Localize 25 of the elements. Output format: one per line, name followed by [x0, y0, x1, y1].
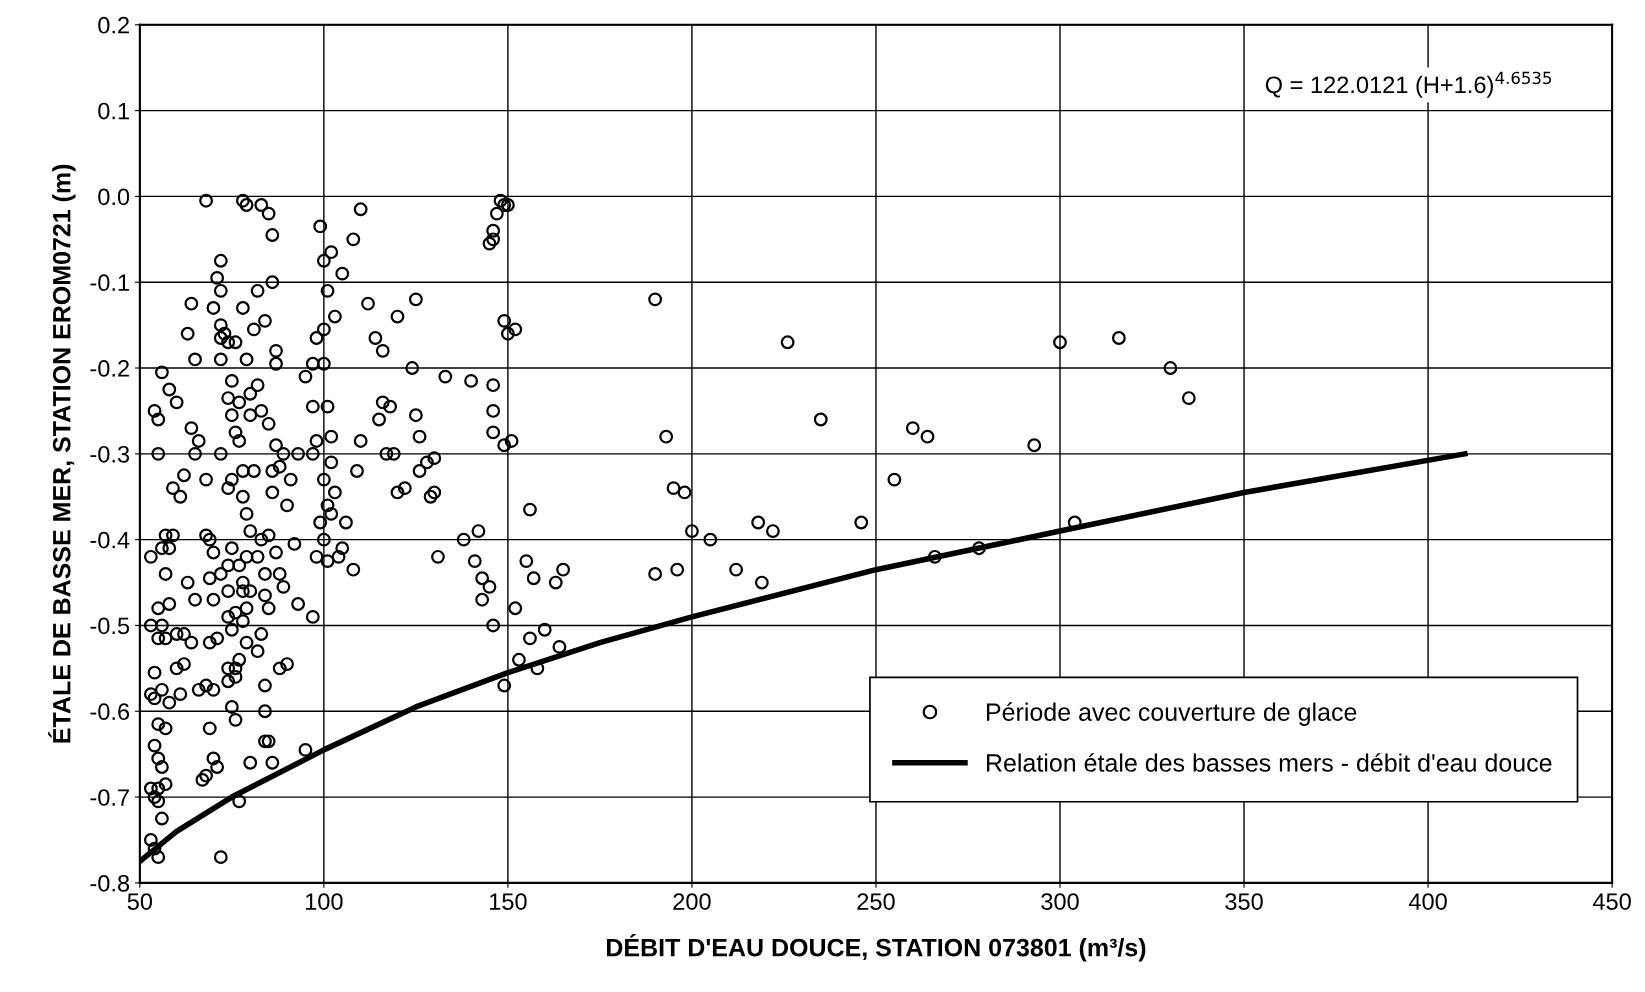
x-tick-label: 250	[857, 893, 895, 910]
x-axis-title: DÉBIT D'EAU DOUCE, STATION 073801 (m³/s)	[607, 934, 1146, 962]
x-tick-label: 450	[1592, 893, 1631, 910]
annotation: Q = 122.0121 (H+1.6)$^{4.6535}$	[1265, 71, 1551, 98]
y-tick-label: 0.2	[98, 16, 129, 34]
y-tick-label: -0.4	[90, 531, 130, 549]
y-tick-label: 0.0	[98, 188, 130, 206]
y-tick-label: -0.7	[90, 789, 129, 806]
legend-label: Période avec couverture de glace	[986, 702, 1357, 726]
x-tick-label: 200	[673, 893, 711, 910]
y-tick-label: -0.1	[90, 274, 129, 292]
legend-label: Relation étale des basses mers - débit d'eau douce	[986, 753, 1552, 772]
x-tick-label: 400	[1408, 893, 1447, 910]
y-axis-title: ÉTALE DE BASSE MER, STATION EROM0721 (m)	[48, 164, 76, 743]
y-tick-label: -0.6	[90, 703, 130, 721]
y-tick-label: 0.1	[98, 102, 129, 120]
x-tick-label: 300	[1041, 893, 1079, 910]
x-tick-label: 50	[127, 893, 153, 910]
y-tick-label: -0.8	[90, 874, 130, 892]
y-tick-label: -0.5	[90, 617, 130, 635]
y-tick-label: -0.3	[90, 445, 130, 463]
y-tick-label: -0.2	[90, 360, 129, 377]
x-tick-label: 100	[305, 893, 343, 910]
x-tick-label: 150	[490, 893, 527, 910]
x-tick-label: 350	[1225, 893, 1263, 910]
